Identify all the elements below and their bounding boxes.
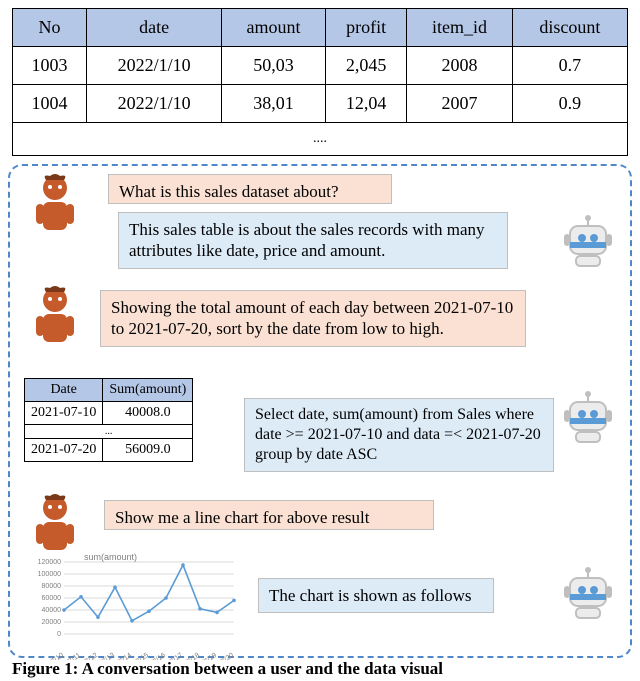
bot-msg-3: The chart is shown as follows <box>258 578 494 613</box>
svg-text:0: 0 <box>57 631 61 638</box>
table-header: No <box>13 9 87 47</box>
bot-msg-1: This sales table is about the sales reco… <box>118 212 508 269</box>
table-header: profit <box>325 9 407 47</box>
table-row: 10042022/1/1038,0112,0420070.9 <box>13 85 628 123</box>
table-ellipsis: ... <box>25 425 193 439</box>
user-icon <box>28 284 82 351</box>
robot-icon <box>560 390 616 451</box>
user-msg-1: What is this sales dataset about? <box>108 174 392 204</box>
table-row: 2021-07-1040008.0 <box>25 402 193 425</box>
user-msg-3: Show me a line chart for above result <box>104 500 434 530</box>
robot-icon <box>560 566 616 627</box>
table-header: item_id <box>407 9 512 47</box>
user-msg-2: Showing the total amount of each day bet… <box>100 290 526 347</box>
svg-text:120000: 120000 <box>38 559 61 566</box>
mini-result-table: DateSum(amount) 2021-07-1040008.0...2021… <box>24 378 193 462</box>
table-ellipsis: .... <box>13 123 628 156</box>
table-header: discount <box>512 9 627 47</box>
table-header: Date <box>25 379 103 402</box>
dialog-panel: What is this sales dataset about? This s… <box>8 164 632 658</box>
robot-icon <box>560 214 616 275</box>
svg-text:60000: 60000 <box>42 595 62 602</box>
sales-table: Nodateamountprofititem_iddiscount 100320… <box>12 8 628 156</box>
table-row: 10032022/1/1050,032,04520080.7 <box>13 47 628 85</box>
svg-text:20000: 20000 <box>42 619 62 626</box>
svg-text:40000: 40000 <box>42 607 62 614</box>
svg-text:80000: 80000 <box>42 583 62 590</box>
table-header: amount <box>222 9 326 47</box>
figure-caption: Figure 1: A conversation between a user … <box>12 659 628 679</box>
svg-text:100000: 100000 <box>38 571 61 578</box>
table-header: date <box>87 9 222 47</box>
bot-msg-2: Select date, sum(amount) from Sales wher… <box>244 398 554 472</box>
svg-text:sum(amount): sum(amount) <box>84 552 137 562</box>
table-header: Sum(amount) <box>103 379 193 402</box>
user-icon <box>28 172 82 239</box>
user-icon <box>28 492 82 559</box>
table-row: 2021-07-2056009.0 <box>25 439 193 462</box>
line-chart: 0 20000 40000 60000 80000 100000 120000 sum(amo… <box>34 550 238 660</box>
